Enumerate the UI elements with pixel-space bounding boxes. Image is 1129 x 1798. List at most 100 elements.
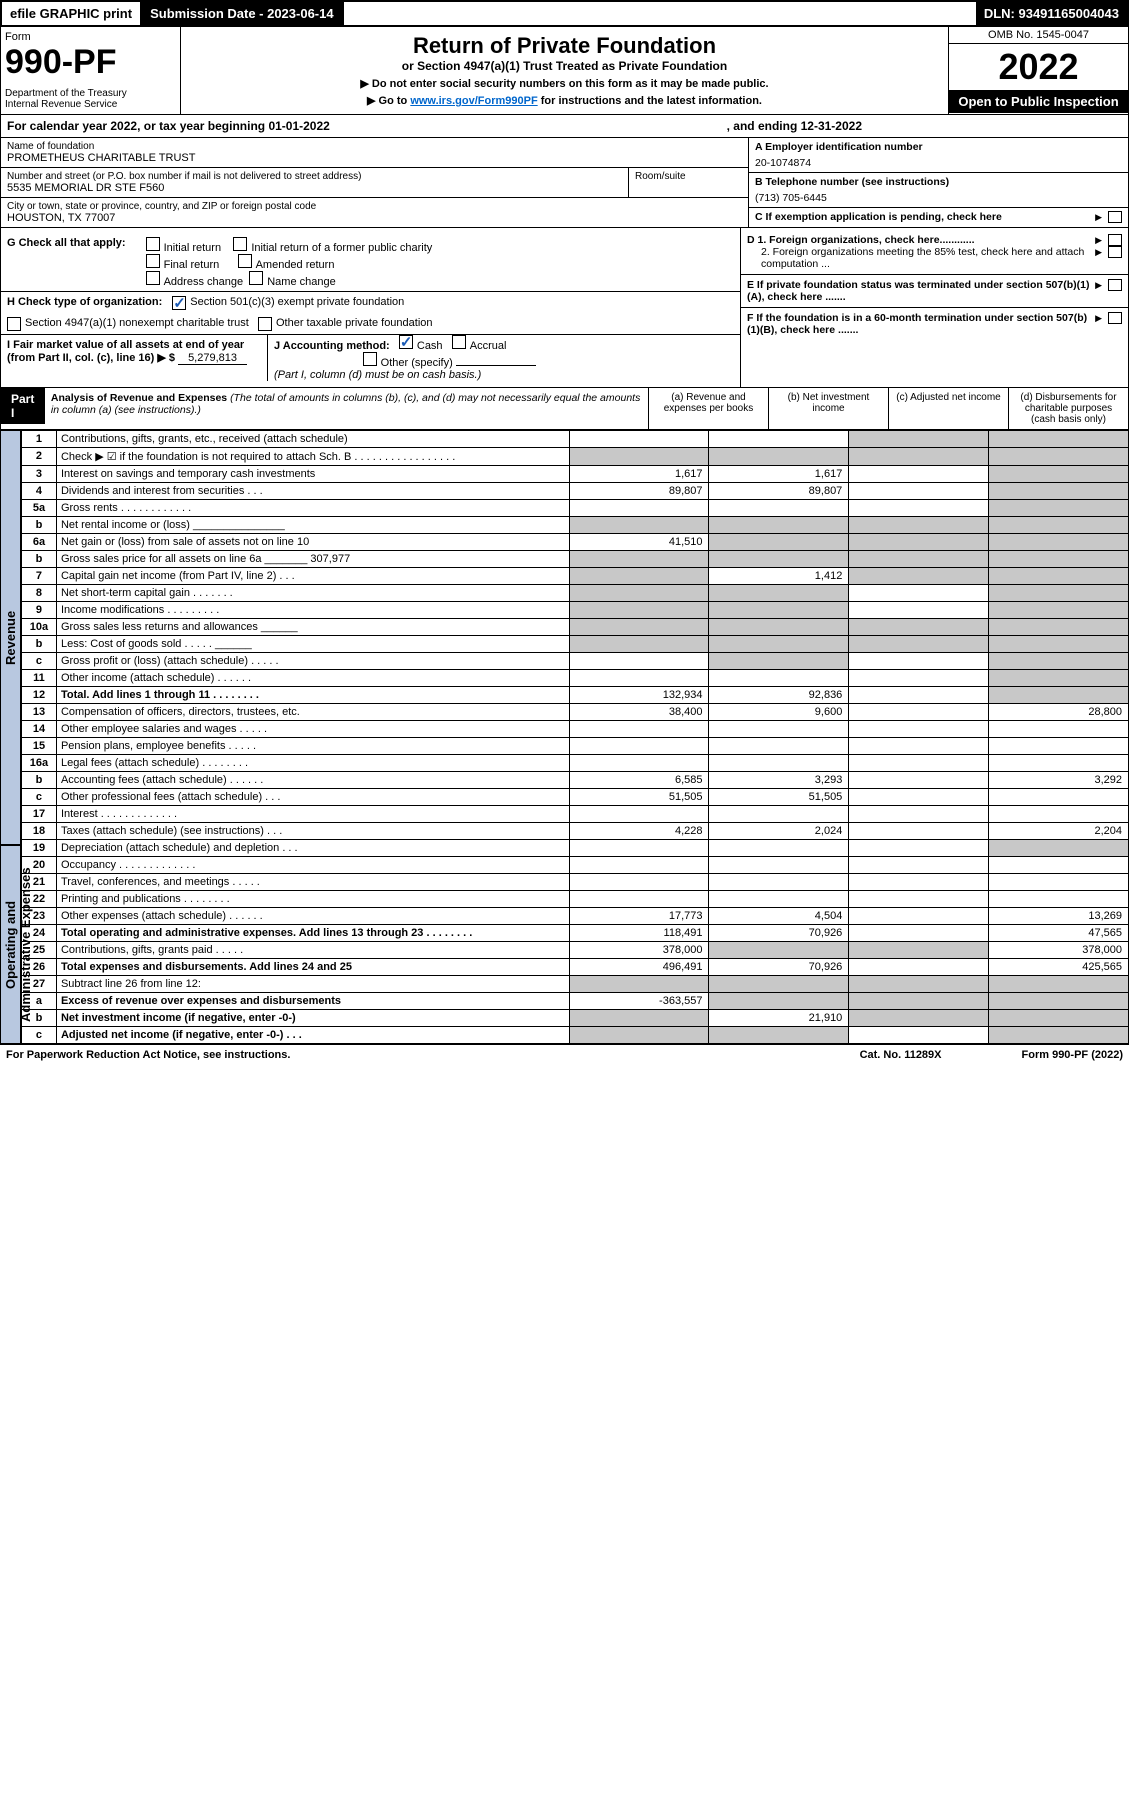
row-col-c bbox=[849, 1027, 989, 1044]
table-row: 8Net short-term capital gain . . . . . .… bbox=[22, 585, 1129, 602]
row-col-b bbox=[709, 585, 849, 602]
h-4947-checkbox[interactable] bbox=[7, 317, 21, 331]
main-table-wrap: Revenue Operating and Administrative Exp… bbox=[0, 430, 1129, 1044]
irs-link[interactable]: www.irs.gov/Form990PF bbox=[410, 95, 537, 107]
g-initial-former-checkbox[interactable] bbox=[233, 237, 247, 251]
table-row: 14Other employee salaries and wages . . … bbox=[22, 721, 1129, 738]
row-col-a bbox=[569, 670, 709, 687]
g-name-checkbox[interactable] bbox=[249, 271, 263, 285]
row-num: 3 bbox=[22, 466, 57, 483]
row-col-b: 4,504 bbox=[709, 908, 849, 925]
j-accrual-checkbox[interactable] bbox=[452, 335, 466, 349]
row-col-c bbox=[849, 483, 989, 500]
row-col-d bbox=[989, 636, 1129, 653]
row-col-c bbox=[849, 466, 989, 483]
row-col-a: 496,491 bbox=[569, 959, 709, 976]
row-col-b: 70,926 bbox=[709, 959, 849, 976]
row-col-d: 3,292 bbox=[989, 772, 1129, 789]
row-col-b: 3,293 bbox=[709, 772, 849, 789]
h-other-checkbox[interactable] bbox=[258, 317, 272, 331]
table-row: 19Depreciation (attach schedule) and dep… bbox=[22, 840, 1129, 857]
row-num: 17 bbox=[22, 806, 57, 823]
row-col-b bbox=[709, 840, 849, 857]
row-num: 12 bbox=[22, 687, 57, 704]
table-row: 24Total operating and administrative exp… bbox=[22, 925, 1129, 942]
row-label: Excess of revenue over expenses and disb… bbox=[56, 993, 569, 1010]
dept-label: Department of the Treasury Internal Reve… bbox=[5, 88, 176, 110]
table-row: bGross sales price for all assets on lin… bbox=[22, 551, 1129, 568]
j-other-checkbox[interactable] bbox=[363, 352, 377, 366]
row-col-d bbox=[989, 551, 1129, 568]
row-col-d bbox=[989, 653, 1129, 670]
part1-label: Part I bbox=[1, 388, 45, 424]
row-col-c bbox=[849, 551, 989, 568]
row-col-a: 4,228 bbox=[569, 823, 709, 840]
row-col-a bbox=[569, 1010, 709, 1027]
footer-left: For Paperwork Reduction Act Notice, see … bbox=[6, 1049, 860, 1061]
e-checkbox[interactable] bbox=[1108, 279, 1122, 291]
row-col-c bbox=[849, 976, 989, 993]
ein-label: A Employer identification number bbox=[755, 141, 1122, 153]
row-label: Other professional fees (attach schedule… bbox=[56, 789, 569, 806]
part1-header-row: Part I Analysis of Revenue and Expenses … bbox=[0, 388, 1129, 430]
row-col-d bbox=[989, 619, 1129, 636]
row-num: 8 bbox=[22, 585, 57, 602]
col-a-header: (a) Revenue and expenses per books bbox=[648, 388, 768, 429]
row-col-d bbox=[989, 585, 1129, 602]
c-checkbox[interactable] bbox=[1108, 211, 1122, 223]
row-col-a bbox=[569, 738, 709, 755]
row-col-d bbox=[989, 840, 1129, 857]
h-501c3-checkbox[interactable] bbox=[172, 296, 186, 310]
g-amended-checkbox[interactable] bbox=[238, 254, 252, 268]
page-footer: For Paperwork Reduction Act Notice, see … bbox=[0, 1044, 1129, 1065]
j-note: (Part I, column (d) must be on cash basi… bbox=[274, 369, 481, 381]
form-title: Return of Private Foundation bbox=[187, 33, 942, 59]
address: 5535 MEMORIAL DR STE F560 bbox=[7, 182, 628, 194]
city: HOUSTON, TX 77007 bbox=[7, 212, 742, 224]
table-row: bLess: Cost of goods sold . . . . . ____… bbox=[22, 636, 1129, 653]
col-b-header: (b) Net investment income bbox=[768, 388, 888, 429]
i-value: 5,279,813 bbox=[178, 352, 247, 365]
d1-checkbox[interactable] bbox=[1108, 234, 1122, 246]
open-public: Open to Public Inspection bbox=[949, 90, 1128, 113]
row-col-a: -363,557 bbox=[569, 993, 709, 1010]
row-col-b bbox=[709, 551, 849, 568]
row-label: Interest . . . . . . . . . . . . . bbox=[56, 806, 569, 823]
row-col-a bbox=[569, 551, 709, 568]
row-label: Net gain or (loss) from sale of assets n… bbox=[56, 534, 569, 551]
row-col-b: 1,617 bbox=[709, 466, 849, 483]
d2-checkbox[interactable] bbox=[1108, 246, 1122, 258]
d1-label: D 1. Foreign organizations, check here..… bbox=[747, 234, 1095, 246]
j-cash-checkbox[interactable] bbox=[399, 335, 413, 349]
g-final-checkbox[interactable] bbox=[146, 254, 160, 268]
c-label: C If exemption application is pending, c… bbox=[755, 211, 1095, 223]
row-col-b bbox=[709, 874, 849, 891]
table-row: 17Interest . . . . . . . . . . . . . bbox=[22, 806, 1129, 823]
row-col-a bbox=[569, 840, 709, 857]
j-label: J Accounting method: bbox=[274, 340, 390, 352]
table-row: 10aGross sales less returns and allowanc… bbox=[22, 619, 1129, 636]
row-col-d bbox=[989, 568, 1129, 585]
table-row: 12Total. Add lines 1 through 11 . . . . … bbox=[22, 687, 1129, 704]
row-col-c bbox=[849, 857, 989, 874]
omb-number: OMB No. 1545-0047 bbox=[949, 27, 1128, 44]
row-col-b: 70,926 bbox=[709, 925, 849, 942]
efile-label: efile GRAPHIC print bbox=[2, 2, 140, 25]
row-num: 13 bbox=[22, 704, 57, 721]
row-col-a: 6,585 bbox=[569, 772, 709, 789]
g-initial-checkbox[interactable] bbox=[146, 237, 160, 251]
table-row: aExcess of revenue over expenses and dis… bbox=[22, 993, 1129, 1010]
row-num: b bbox=[22, 517, 57, 534]
main-table: 1Contributions, gifts, grants, etc., rec… bbox=[21, 430, 1129, 1044]
table-row: 2Check ▶ ☑ if the foundation is not requ… bbox=[22, 448, 1129, 466]
row-col-b bbox=[709, 636, 849, 653]
row-col-a: 132,934 bbox=[569, 687, 709, 704]
f-checkbox[interactable] bbox=[1108, 312, 1122, 324]
row-col-c bbox=[849, 534, 989, 551]
row-col-a: 118,491 bbox=[569, 925, 709, 942]
form-number: 990-PF bbox=[5, 43, 176, 82]
table-row: 16aLegal fees (attach schedule) . . . . … bbox=[22, 755, 1129, 772]
row-label: Other income (attach schedule) . . . . .… bbox=[56, 670, 569, 687]
row-col-c bbox=[849, 619, 989, 636]
g-address-checkbox[interactable] bbox=[146, 271, 160, 285]
